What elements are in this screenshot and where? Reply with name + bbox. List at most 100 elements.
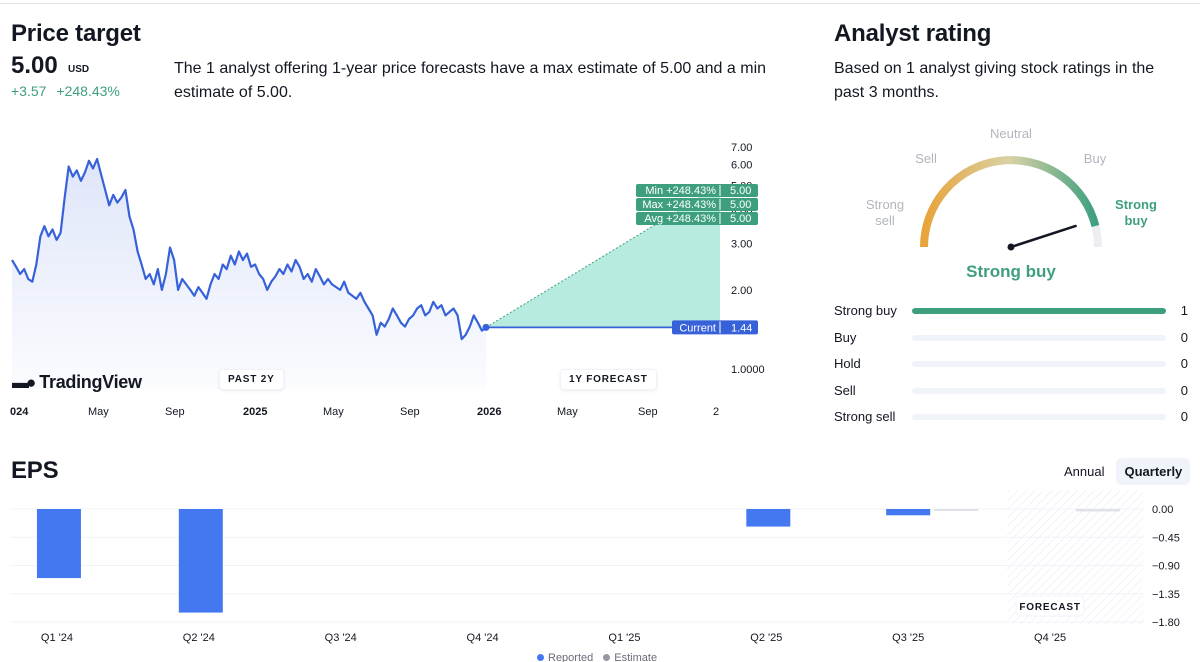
eps-reported-bar[interactable] [746, 509, 791, 527]
analyst-rating-description: Based on 1 analyst giving stock ratings … [834, 60, 1155, 101]
price-x-tick: Sep [400, 406, 420, 418]
gauge-label-buy: Buy [1084, 151, 1107, 166]
eps-x-tick: Q4 '24 [467, 632, 499, 644]
reported-dot-icon [537, 654, 544, 661]
forecast-tag-label: Min +248.43% [645, 185, 716, 197]
eps-x-tick: Q3 '24 [325, 632, 357, 644]
price-change-abs: +3.57 [11, 83, 47, 99]
rating-row-track [912, 308, 1166, 314]
price-history-line [11, 157, 487, 341]
current-price-dot [482, 323, 490, 331]
price-history-area [12, 159, 486, 389]
eps-forecast-label: FORECAST [1019, 602, 1080, 613]
eps-y-tick: −1.80 [1152, 617, 1180, 629]
gauge-pivot [1007, 243, 1015, 251]
gauge-label-neutral: Neutral [990, 126, 1032, 141]
gauge-label-strong-sell: Strong [866, 197, 904, 212]
eps-reported-bar[interactable] [886, 509, 931, 516]
rating-row-count: 0 [1180, 329, 1188, 345]
tradingview-logo: ▬● TradingView [12, 372, 142, 393]
tradingview-wordmark: TradingView [39, 372, 142, 392]
past-2y-label[interactable]: PAST 2Y [219, 369, 284, 390]
price-x-tick: May [557, 406, 578, 418]
rating-row-fill [912, 308, 1166, 314]
gauge-needle [1009, 224, 1077, 249]
eps-y-tick: −0.45 [1152, 532, 1180, 544]
eps-estimate-bar[interactable] [934, 509, 979, 511]
gauge-label-strong-sell: sell [875, 213, 895, 228]
price-y-tick: 3.00 [731, 239, 752, 251]
rating-row-label: Strong buy [834, 303, 897, 318]
price-target-currency: USD [68, 64, 90, 75]
rating-row-label: Hold [834, 356, 861, 371]
eps-chart: 0.00 −0.45 −0.90 −1.35 −1.80 Q1 '24 Q2 '24 Q3 '… [10, 490, 1180, 644]
eps-title: EPS [11, 457, 59, 484]
rating-row-count: 0 [1180, 409, 1188, 424]
eps-reported-bar[interactable] [178, 509, 223, 613]
rating-row: Sell 0 [834, 381, 1190, 401]
forecast-tag [636, 198, 758, 211]
rating-row-track [912, 361, 1166, 367]
price-target-description: The 1 analyst offering 1-year price fore… [174, 60, 767, 101]
price-change-pct: +248.43% [56, 83, 120, 99]
price-y-tick: 7.00 [731, 142, 752, 154]
eps-estimate-bar[interactable] [1076, 509, 1121, 512]
price-x-tick: 024 [10, 406, 29, 418]
eps-forecast-pill [1015, 595, 1085, 617]
current-tag [672, 320, 758, 335]
eps-y-tick: −0.90 [1152, 561, 1180, 573]
gauge-arc [920, 156, 1100, 248]
rating-row-count: 0 [1180, 356, 1188, 371]
price-y-tick: 1.0000 [731, 364, 765, 376]
gauge-label-sell: Sell [915, 151, 937, 166]
eps-x-tick: Q2 '25 [750, 632, 782, 644]
legend-reported-label: Reported [548, 652, 594, 662]
tab-quarterly[interactable]: Quarterly [1116, 458, 1191, 485]
price-x-tick: May [323, 406, 344, 418]
forecast-tag [636, 184, 758, 197]
forecast-tag-value: 5.00 [730, 185, 751, 197]
tradingview-mark-icon: ▬● [12, 372, 36, 392]
tab-annual[interactable]: Annual [1064, 464, 1105, 479]
eps-legend: Reported Estimate [537, 652, 657, 662]
price-y-tick: 6.00 [731, 160, 752, 172]
analyst-rating-title: Analyst rating [834, 20, 992, 47]
legend-estimate[interactable]: Estimate [603, 652, 657, 662]
rating-row-track [912, 334, 1166, 341]
eps-reported-bar[interactable] [36, 509, 81, 579]
legend-reported[interactable]: Reported [537, 652, 593, 662]
forecast-1y-label[interactable]: 1Y FORECAST [560, 369, 657, 390]
rating-row: Hold 0 [834, 354, 1190, 374]
forecast-tag-value: 5.00 [730, 213, 751, 225]
rating-row-label: Sell [834, 382, 856, 398]
price-target-value: 5.00 [11, 52, 58, 79]
price-x-tick: May [88, 406, 109, 418]
price-target-title: Price target [11, 20, 141, 47]
price-x-tick: 2026 [477, 406, 502, 418]
gauge-verdict: Strong buy [966, 262, 1056, 281]
rating-gauge: StrongsellSellNeutralBuyStrongbuyStrong … [866, 126, 1157, 281]
price-x-tick: 2 [713, 406, 720, 418]
estimate-dot-icon [603, 654, 611, 661]
price-y-tick: 2.00 [731, 285, 752, 297]
rating-row-label: Strong sell [834, 409, 896, 424]
rating-row-count: 1 [1180, 303, 1188, 318]
current-tag-label: Current [679, 322, 716, 334]
rating-row: Strong buy 1 [834, 301, 1190, 321]
eps-x-tick: Q2 '24 [183, 632, 215, 644]
eps-x-tick: Q1 '24 [41, 632, 73, 644]
gauge-track [920, 156, 1102, 248]
current-tag-value: 1.44 [731, 322, 752, 334]
rating-row: Strong sell 0 [834, 407, 1190, 427]
legend-estimate-label: Estimate [614, 652, 658, 662]
eps-y-tick: −1.35 [1152, 589, 1180, 601]
forecast-tag [636, 212, 758, 225]
top-divider [0, 3, 1200, 4]
eps-y-tick: 0.00 [1152, 504, 1173, 516]
forecast-tag-label: Max +248.43% [642, 199, 716, 211]
rating-row-label: Buy [834, 329, 857, 345]
eps-x-tick: Q4 '25 [1034, 632, 1066, 644]
rating-row: Buy 0 [834, 328, 1190, 348]
eps-x-tick: Q3 '25 [892, 632, 924, 644]
